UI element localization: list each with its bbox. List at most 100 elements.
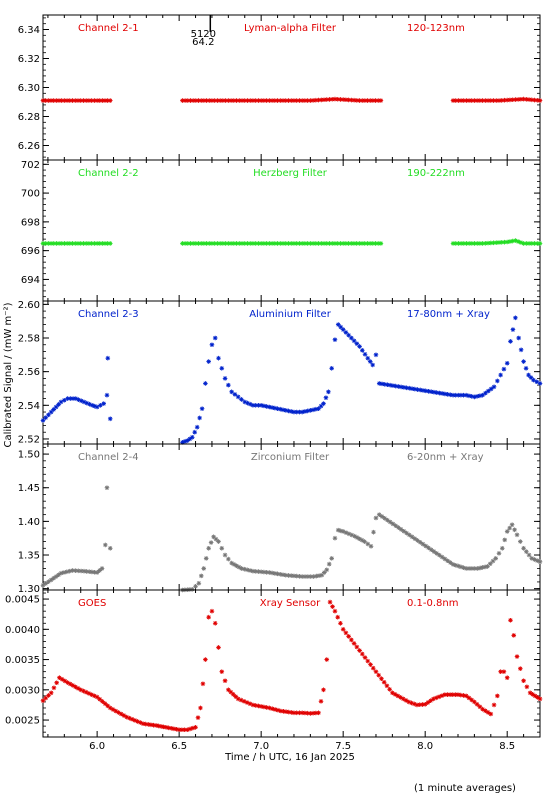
data-point xyxy=(261,98,267,103)
data-point xyxy=(264,705,269,710)
data-point xyxy=(469,241,475,246)
data-point xyxy=(359,241,365,246)
data-point xyxy=(299,409,305,415)
data-point xyxy=(261,241,267,246)
data-point xyxy=(46,579,51,585)
data-point xyxy=(283,241,289,246)
data-point xyxy=(335,96,341,102)
data-point xyxy=(297,409,302,415)
data-point xyxy=(404,530,409,536)
data-point xyxy=(239,98,245,103)
data-point xyxy=(281,709,286,714)
data-point xyxy=(510,97,515,103)
data-point xyxy=(474,98,480,103)
data-point xyxy=(86,569,92,574)
data-point xyxy=(201,566,207,571)
data-point xyxy=(480,241,485,246)
data-point xyxy=(390,690,395,696)
data-point xyxy=(209,342,215,348)
data-point xyxy=(250,568,256,574)
data-point xyxy=(228,241,234,246)
data-point xyxy=(370,241,376,246)
data-point xyxy=(51,407,56,412)
data-point xyxy=(528,375,534,380)
data-point xyxy=(92,98,97,103)
data-point xyxy=(516,335,521,341)
data-point xyxy=(194,424,200,430)
y-axis-title: Calibrated Signal / (mW m⁻²) xyxy=(3,302,14,447)
top-marker-label: 64.2 xyxy=(192,37,214,48)
y-tick-label: 0.0040 xyxy=(5,625,40,636)
data-point xyxy=(236,98,242,103)
data-point xyxy=(382,382,388,387)
data-point xyxy=(283,572,289,578)
data-point xyxy=(203,381,208,386)
data-point xyxy=(373,98,378,103)
data-point xyxy=(472,566,478,571)
data-point xyxy=(275,241,280,246)
x-tick-label: 6.0 xyxy=(89,741,105,752)
data-point xyxy=(250,403,256,408)
data-point xyxy=(469,566,475,571)
data-point xyxy=(504,675,510,681)
data-point xyxy=(286,408,291,414)
data-point xyxy=(510,327,516,332)
x-axis-title: Time / h UTC, 16 Jan 2025 xyxy=(224,752,355,763)
data-point xyxy=(229,389,234,395)
data-point xyxy=(222,552,228,558)
data-point xyxy=(267,404,272,410)
data-point xyxy=(305,98,310,103)
data-point xyxy=(64,241,70,246)
data-point xyxy=(323,395,329,401)
data-point xyxy=(359,98,365,103)
data-point xyxy=(327,599,333,605)
data-point xyxy=(501,669,507,674)
data-point xyxy=(200,681,206,687)
data-point xyxy=(370,362,375,368)
data-point xyxy=(480,392,485,398)
data-point xyxy=(488,711,494,717)
data-point xyxy=(508,617,513,623)
data-point xyxy=(321,97,327,103)
data-point xyxy=(450,98,456,103)
x-tick-label: 8.5 xyxy=(499,741,515,752)
data-point xyxy=(426,388,431,394)
data-point xyxy=(455,692,461,697)
data-point xyxy=(511,633,517,638)
data-point xyxy=(57,675,62,681)
data-point xyxy=(242,241,248,246)
data-point xyxy=(238,697,244,703)
data-point xyxy=(232,392,238,397)
data-point xyxy=(62,98,67,103)
data-point xyxy=(360,348,365,353)
data-point xyxy=(349,532,355,538)
data-point xyxy=(223,98,228,103)
data-point xyxy=(453,392,458,398)
data-point xyxy=(456,98,461,103)
data-point xyxy=(420,388,426,393)
data-point xyxy=(437,552,442,558)
data-point xyxy=(434,390,439,395)
data-point xyxy=(61,570,67,575)
data-point xyxy=(371,529,376,535)
data-point xyxy=(195,715,201,720)
data-point xyxy=(502,239,507,245)
data-point xyxy=(521,678,526,684)
data-point xyxy=(461,98,467,103)
data-point xyxy=(305,408,310,414)
data-point xyxy=(354,644,360,650)
data-point xyxy=(477,704,483,710)
data-point xyxy=(264,98,269,103)
data-point xyxy=(250,98,256,103)
data-point xyxy=(182,439,188,444)
data-point xyxy=(289,710,294,715)
data-point xyxy=(453,692,458,697)
data-point xyxy=(92,241,97,246)
data-point xyxy=(283,408,289,413)
data-point xyxy=(442,556,448,562)
data-point xyxy=(89,241,94,246)
data-point xyxy=(474,394,480,399)
data-point xyxy=(534,98,540,103)
data-point xyxy=(272,405,278,411)
